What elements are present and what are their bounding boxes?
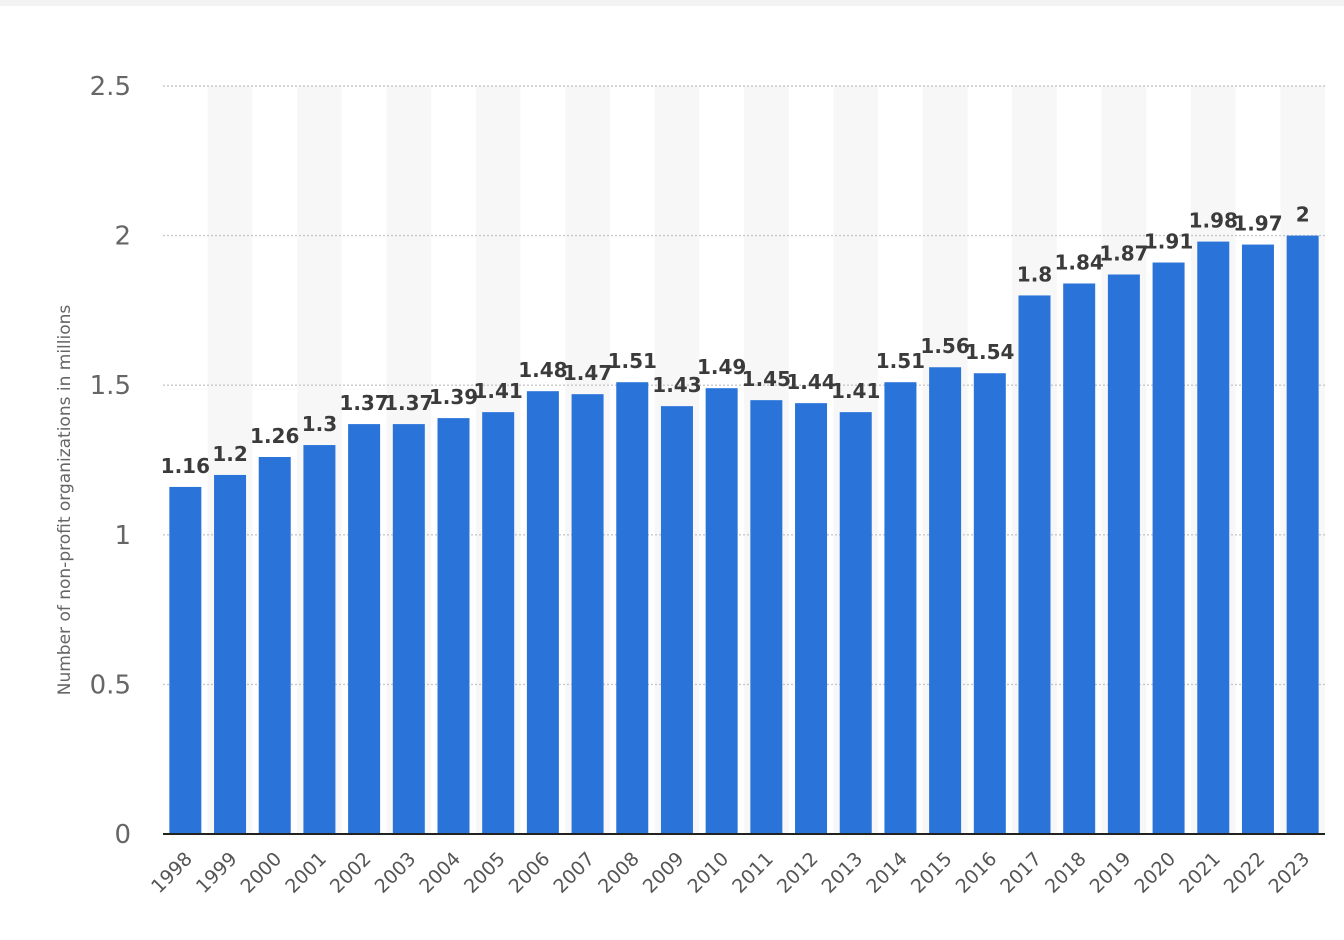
bar-1998 [169,486,202,834]
data-label-2002: 1.37 [339,391,388,415]
data-label-2010: 1.49 [697,355,746,379]
data-label-2005: 1.41 [474,379,523,403]
x-tick-label-2014: 2014 [862,848,912,898]
data-label-2003: 1.37 [384,391,433,415]
x-tick-label-2011: 2011 [728,848,778,898]
x-tick-label-2003: 2003 [371,848,421,898]
data-label-2001: 1.3 [302,412,337,436]
bar-2022 [1241,244,1274,835]
bar-2007 [571,394,604,834]
bar-2000 [258,457,291,834]
y-tick-label: 0.5 [90,670,131,700]
x-tick-label-2008: 2008 [594,848,644,898]
bar-2001 [303,445,336,834]
data-label-2023: 2 [1296,203,1310,227]
data-label-2006: 1.48 [518,358,567,382]
bar-2014 [884,382,917,834]
top-strip [0,0,1344,6]
data-label-2019: 1.87 [1099,241,1148,265]
x-tick-label-2018: 2018 [1041,848,1091,898]
data-label-2016: 1.54 [965,340,1014,364]
x-tick-label-2022: 2022 [1220,848,1270,898]
bar-2017 [1018,295,1051,834]
data-label-2008: 1.51 [608,349,657,373]
y-axis-title: Number of non-profit organizations in mi… [55,305,75,696]
x-tick-label-2009: 2009 [639,848,689,898]
y-tick-label: 2.5 [90,72,131,102]
x-tick-label-2013: 2013 [818,848,868,898]
bar-2020 [1152,262,1185,834]
data-label-2000: 1.26 [250,424,299,448]
data-label-2013: 1.41 [831,379,880,403]
x-tick-label-2001: 2001 [281,848,331,898]
bar-1999 [214,474,247,834]
y-tick-label: 1 [114,521,131,551]
bar-2018 [1063,283,1096,834]
bar-2015 [929,367,962,834]
data-label-2014: 1.51 [876,349,925,373]
data-label-1998: 1.16 [161,454,210,478]
bar-2012 [795,403,828,834]
data-label-2009: 1.43 [652,373,701,397]
bar-2011 [750,400,783,834]
x-tick-label-2020: 2020 [1130,848,1180,898]
data-label-2007: 1.47 [563,361,612,385]
bar-2010 [705,388,738,834]
data-label-2015: 1.56 [920,334,969,358]
x-tick-label-1999: 1999 [192,848,242,898]
x-tick-label-2016: 2016 [952,848,1002,898]
x-tick-label-2005: 2005 [460,848,510,898]
data-label-2011: 1.45 [742,367,791,391]
bar-2004 [437,418,470,834]
bars [169,235,1319,835]
y-axis-ticks: 0 0.5 1 1.5 2 2.5 [90,72,131,850]
y-tick-label: 2 [114,222,131,252]
bar-2002 [348,424,381,834]
x-tick-label-2021: 2021 [1175,848,1225,898]
y-tick-label: 1.5 [90,371,131,401]
x-tick-label-2006: 2006 [505,848,555,898]
x-tick-label-2015: 2015 [907,848,957,898]
data-label-2018: 1.84 [1055,250,1104,274]
bar-2023 [1286,235,1319,835]
x-tick-label-2007: 2007 [549,848,599,898]
bar-2005 [482,412,515,834]
bar-2019 [1107,274,1140,835]
data-label-2022: 1.97 [1233,212,1282,236]
y-tick-label: 0 [114,820,131,850]
x-axis-ticks: 1998199920002001200220032004200520062007… [147,848,1314,898]
bar-2013 [839,412,872,834]
x-tick-label-2000: 2000 [237,848,287,898]
x-tick-label-2012: 2012 [773,848,823,898]
x-tick-label-2004: 2004 [415,848,465,898]
data-label-2012: 1.44 [786,370,835,394]
data-label-2020: 1.91 [1144,230,1193,254]
x-tick-label-2010: 2010 [683,848,733,898]
bar-2009 [660,406,693,834]
data-label-2004: 1.39 [429,385,478,409]
data-label-2021: 1.98 [1189,209,1238,233]
x-tick-label-1998: 1998 [147,848,197,898]
x-tick-label-2017: 2017 [996,848,1046,898]
data-labels: 1.16 1.21.26 1.31.371.371.391.411.481.471.… [161,203,1310,478]
bar-2016 [973,373,1006,834]
data-label-2017: 1.8 [1017,262,1052,286]
x-tick-label-2002: 2002 [326,848,376,898]
bar-2003 [392,424,425,834]
bar-2006 [526,391,559,834]
bar-2021 [1197,241,1230,835]
x-tick-label-2019: 2019 [1086,848,1136,898]
x-tick-label-2023: 2023 [1264,848,1314,898]
bar-2008 [616,382,649,834]
data-label-1999: 1.2 [212,442,247,466]
